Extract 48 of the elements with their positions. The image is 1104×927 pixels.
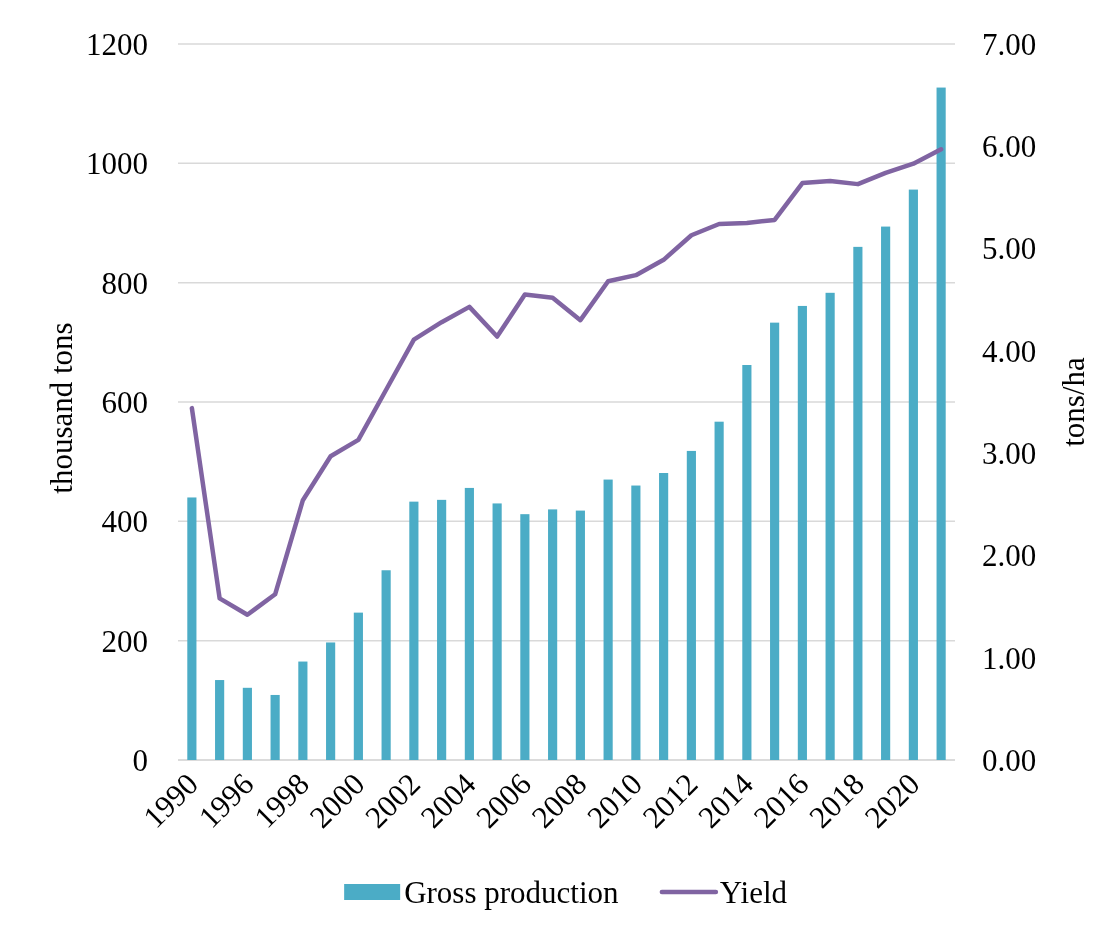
bar — [492, 503, 502, 760]
bar — [548, 509, 558, 760]
y2-tick-label: 6.00 — [982, 129, 1037, 165]
bar — [659, 473, 669, 760]
bar — [881, 226, 891, 760]
bar — [631, 485, 641, 760]
bar — [464, 487, 474, 760]
bar — [575, 510, 585, 760]
bar — [437, 499, 447, 760]
y-tick-label: 600 — [101, 384, 148, 420]
bar — [742, 365, 752, 760]
bar — [326, 642, 336, 760]
y2-tick-label: 5.00 — [982, 231, 1037, 267]
y-tick-label: 200 — [101, 623, 148, 659]
bar — [853, 246, 863, 760]
y2-tick-label: 4.00 — [982, 333, 1037, 369]
bar — [298, 661, 308, 760]
y2-tick-label: 3.00 — [982, 435, 1037, 471]
y2-tick-label: 7.00 — [982, 26, 1037, 62]
y2-axis-title: tons/ha — [1056, 356, 1091, 447]
bar — [603, 479, 613, 760]
y-tick-label: 1200 — [86, 26, 148, 62]
y-tick-label: 800 — [101, 265, 148, 301]
y-tick-label: 1000 — [86, 146, 148, 182]
bar — [353, 612, 363, 760]
bar — [409, 501, 419, 760]
bar — [215, 680, 225, 760]
bar — [381, 570, 391, 760]
bar — [187, 497, 197, 760]
bar — [242, 687, 252, 760]
line-series — [189, 147, 944, 617]
bar — [936, 87, 946, 760]
bar — [686, 450, 696, 760]
bar — [908, 189, 918, 760]
y-axis-title: thousand tons — [44, 322, 79, 494]
y-tick-label: 400 — [101, 504, 148, 540]
bar — [825, 292, 835, 760]
y2-tick-label: 0.00 — [982, 742, 1037, 778]
bar — [770, 322, 780, 760]
bar — [714, 421, 724, 760]
y-tick-label: 0 — [132, 742, 148, 778]
bar — [270, 694, 280, 760]
legend-label: Gross production — [404, 874, 620, 910]
bar — [520, 514, 530, 760]
legend-label: Yield — [719, 874, 788, 910]
y2-tick-label: 1.00 — [982, 640, 1037, 676]
y2-tick-label: 2.00 — [982, 538, 1037, 574]
bar — [797, 305, 807, 760]
